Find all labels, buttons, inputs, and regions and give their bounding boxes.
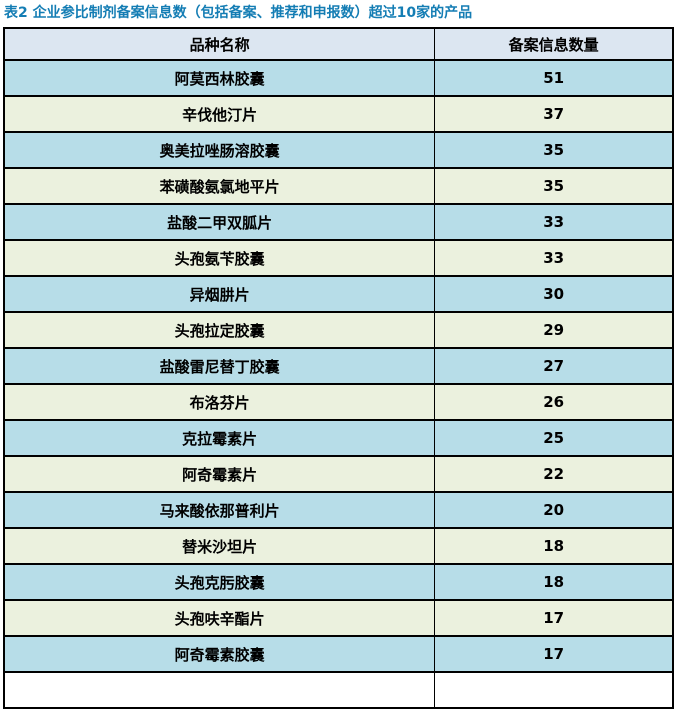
- table-row-cutoff: [3, 671, 674, 709]
- product-name-cell: 头孢氨苄胶囊: [3, 239, 436, 277]
- table-row: 盐酸二甲双胍片 33: [3, 203, 674, 241]
- table-row: 马来酸依那普利片 20: [3, 491, 674, 529]
- record-count-cell: 18: [434, 563, 674, 601]
- product-name-cell: 辛伐他汀片: [3, 95, 436, 133]
- record-count-cell: 26: [434, 383, 674, 421]
- record-count-cell: [434, 671, 674, 709]
- table-row: 头孢呋辛酯片 17: [3, 599, 674, 637]
- product-name-cell: 阿奇霉素片: [3, 455, 436, 493]
- table-row: 苯磺酸氨氯地平片 35: [3, 167, 674, 205]
- record-count-cell: 17: [434, 635, 674, 673]
- reference-preparation-table: 品种名称 备案信息数量 阿莫西林胶囊 51 辛伐他汀片 37 奥美拉唑肠溶胶囊 35 苯磺酸…: [3, 27, 674, 709]
- table-row: 布洛芬片 26: [3, 383, 674, 421]
- table-row: 克拉霉素片 25: [3, 419, 674, 457]
- table-row: 奥美拉唑肠溶胶囊 35: [3, 131, 674, 169]
- product-name-cell: 替米沙坦片: [3, 527, 436, 565]
- table-row: 头孢拉定胶囊 29: [3, 311, 674, 349]
- table-caption: 表2 企业参比制剂备案信息数（包括备案、推荐和申报数）超过10家的产品: [4, 5, 473, 21]
- record-count-cell: 29: [434, 311, 674, 349]
- table-row: 头孢克肟胶囊 18: [3, 563, 674, 601]
- product-name-cell: 阿莫西林胶囊: [3, 59, 436, 97]
- record-count-cell: 27: [434, 347, 674, 385]
- table-row: 异烟肼片 30: [3, 275, 674, 313]
- record-count-cell: 33: [434, 203, 674, 241]
- column-header-product-name: 品种名称: [3, 27, 436, 61]
- table-body: 阿莫西林胶囊 51 辛伐他汀片 37 奥美拉唑肠溶胶囊 35 苯磺酸氨氯地平片 35 盐酸二甲双…: [3, 59, 674, 709]
- record-count-cell: 20: [434, 491, 674, 529]
- record-count-cell: 37: [434, 95, 674, 133]
- table-row: 阿莫西林胶囊 51: [3, 59, 674, 97]
- record-count-cell: 35: [434, 131, 674, 169]
- product-name-cell: 奥美拉唑肠溶胶囊: [3, 131, 436, 169]
- product-name-cell: 苯磺酸氨氯地平片: [3, 167, 436, 205]
- record-count-cell: 35: [434, 167, 674, 205]
- record-count-cell: 18: [434, 527, 674, 565]
- product-name-cell: 异烟肼片: [3, 275, 436, 313]
- column-header-record-count: 备案信息数量: [434, 27, 674, 61]
- table-row: 阿奇霉素片 22: [3, 455, 674, 493]
- record-count-cell: 33: [434, 239, 674, 277]
- record-count-cell: 51: [434, 59, 674, 97]
- product-name-cell: 盐酸二甲双胍片: [3, 203, 436, 241]
- product-name-cell: 头孢呋辛酯片: [3, 599, 436, 637]
- table-row: 头孢氨苄胶囊 33: [3, 239, 674, 277]
- record-count-cell: 22: [434, 455, 674, 493]
- record-count-cell: 30: [434, 275, 674, 313]
- product-name-cell: 布洛芬片: [3, 383, 436, 421]
- record-count-cell: 17: [434, 599, 674, 637]
- table-row: 盐酸雷尼替丁胶囊 27: [3, 347, 674, 385]
- table-row: 替米沙坦片 18: [3, 527, 674, 565]
- product-name-cell: 克拉霉素片: [3, 419, 436, 457]
- product-name-cell: 阿奇霉素胶囊: [3, 635, 436, 673]
- table-header-row: 品种名称 备案信息数量: [3, 27, 674, 61]
- product-name-cell: 马来酸依那普利片: [3, 491, 436, 529]
- product-name-cell: 头孢克肟胶囊: [3, 563, 436, 601]
- product-name-cell: 头孢拉定胶囊: [3, 311, 436, 349]
- product-name-cell: [3, 671, 436, 709]
- table-row: 辛伐他汀片 37: [3, 95, 674, 133]
- record-count-cell: 25: [434, 419, 674, 457]
- product-name-cell: 盐酸雷尼替丁胶囊: [3, 347, 436, 385]
- table-row: 阿奇霉素胶囊 17: [3, 635, 674, 673]
